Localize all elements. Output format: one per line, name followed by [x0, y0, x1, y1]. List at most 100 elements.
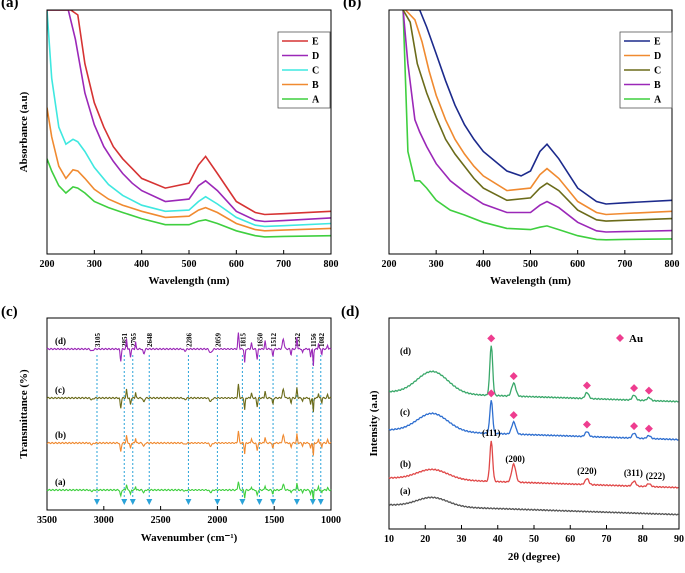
- x-tick-label: 600: [570, 259, 585, 270]
- x-tick-label: 200: [40, 259, 55, 270]
- panel-label: (d): [341, 304, 359, 320]
- series-line-E: [410, 10, 672, 205]
- ftir-trace-1: [46, 383, 332, 413]
- xrd-trace-2: [388, 440, 679, 489]
- peak-label: 1650: [256, 333, 264, 348]
- peak-arrow-icon: [121, 499, 128, 505]
- panel-a: 200 300 400 500 600 700 800 Wavelength (nm) Abso…: [1, 0, 339, 287]
- x-tick-label: 70: [602, 534, 612, 545]
- peak-label: 2851: [121, 333, 129, 348]
- series-line-D: [404, 10, 672, 216]
- y-axis-label: Absorbance (a.u): [18, 91, 30, 172]
- series-line-B: [47, 107, 331, 232]
- panel-label: (c): [1, 304, 18, 320]
- au-diamond-icon: [487, 389, 496, 398]
- trace-label: (d): [400, 346, 411, 356]
- y-axis-label: Transmittance (%): [18, 369, 30, 459]
- trace-label: (a): [400, 486, 411, 496]
- x-axis-label: Wavelength (nm): [149, 275, 230, 287]
- x-tick-label: 3000: [94, 515, 114, 526]
- peak-arrow-icon: [146, 499, 153, 505]
- panel-label: (a): [1, 0, 19, 11]
- xrd-trace-0: [388, 345, 679, 403]
- x-tick-label: 1500: [264, 515, 284, 526]
- x-tick-label: 60: [565, 534, 575, 545]
- x-tick-label: 400: [476, 259, 491, 270]
- x-tick-label: 300: [429, 259, 444, 270]
- hkl-label: (220): [577, 466, 597, 476]
- legend-label-B: B: [312, 80, 319, 91]
- x-tick-label: 800: [665, 259, 680, 270]
- legend-label-D: D: [654, 51, 661, 62]
- panel-label: (b): [343, 0, 361, 11]
- x-axis-label: 2θ (degree): [508, 551, 561, 563]
- au-diamond-icon: [509, 372, 518, 381]
- peak-arrow-icon: [317, 499, 324, 505]
- peak-label: 1156: [310, 333, 318, 347]
- legend-label-E: E: [312, 37, 319, 48]
- series-line-B: [402, 10, 672, 233]
- legend-label-C: C: [654, 66, 661, 77]
- au-diamond-icon: [509, 411, 518, 420]
- peak-label: 1512: [270, 333, 278, 348]
- peak-label: 2765: [130, 333, 138, 348]
- peak-label: 2059: [214, 333, 222, 348]
- peak-arrow-icon: [185, 499, 192, 505]
- x-tick-label: 600: [229, 259, 244, 270]
- series-line-D: [47, 10, 331, 223]
- legend-label-E: E: [654, 37, 661, 48]
- legend-label-A: A: [654, 95, 662, 106]
- trace-label: (c): [55, 385, 65, 395]
- peak-arrow-icon: [309, 499, 316, 505]
- x-tick-label: 200: [382, 259, 397, 270]
- trace-label: (a): [55, 477, 66, 487]
- x-tick-label: 10: [384, 534, 394, 545]
- trace-label: (b): [400, 459, 411, 469]
- panel-c: 3105 2851 2765 2648 2286 2059 1815 1650 1512 1352…: [1, 304, 341, 544]
- peak-label: 3105: [94, 333, 102, 348]
- trace-label: (c): [400, 407, 410, 417]
- hkl-label: (222): [646, 471, 666, 481]
- x-tick-label: 2000: [207, 515, 227, 526]
- peak-label: 1352: [294, 333, 302, 348]
- x-tick-label: 300: [87, 259, 102, 270]
- x-tick-label: 500: [182, 259, 197, 270]
- legend-au-diamond-icon: [616, 334, 624, 342]
- x-tick-label: 3500: [37, 515, 57, 526]
- series-line-A: [47, 158, 331, 238]
- au-diamond-icon: [630, 422, 639, 431]
- x-tick-label: 40: [493, 534, 503, 545]
- x-tick-label: 700: [276, 259, 291, 270]
- x-tick-label: 400: [134, 259, 149, 270]
- au-diamond-icon: [644, 424, 653, 433]
- x-tick-label: 2500: [151, 515, 171, 526]
- peak-arrow-icon: [256, 499, 263, 505]
- y-axis-label: Intensity (a.u): [368, 390, 380, 456]
- trace-label: (d): [55, 336, 66, 346]
- x-axis-label: Wavelength (nm): [490, 275, 571, 287]
- peak-label: 1082: [318, 333, 326, 348]
- peak-arrow-icon: [214, 499, 221, 505]
- peak-arrow-icon: [239, 499, 246, 505]
- trace-label: (b): [55, 430, 66, 440]
- x-tick-label: 20: [420, 534, 430, 545]
- hkl-label: (200): [505, 454, 525, 464]
- legend-label-A: A: [312, 95, 320, 106]
- panel-d: (d) (c) (b) (a) (111) (200) (220) (311) (222) Au 1…: [341, 304, 684, 563]
- hkl-label: (311): [624, 468, 643, 478]
- au-diamond-icon: [644, 386, 653, 395]
- series-line-C: [47, 10, 331, 228]
- series-line-A: [402, 10, 672, 241]
- x-tick-label: 90: [674, 534, 684, 545]
- legend-label-C: C: [312, 66, 319, 77]
- ftir-trace-2: [46, 430, 332, 456]
- peak-arrow-icon: [293, 499, 300, 505]
- x-tick-label: 50: [529, 534, 539, 545]
- peak-label: 1815: [239, 333, 247, 348]
- xrd-trace-1: [388, 400, 679, 441]
- ftir-trace-0: [46, 332, 332, 366]
- au-diamond-icon: [582, 420, 591, 429]
- ftir-trace-3: [46, 481, 332, 500]
- series-line-E: [47, 10, 331, 216]
